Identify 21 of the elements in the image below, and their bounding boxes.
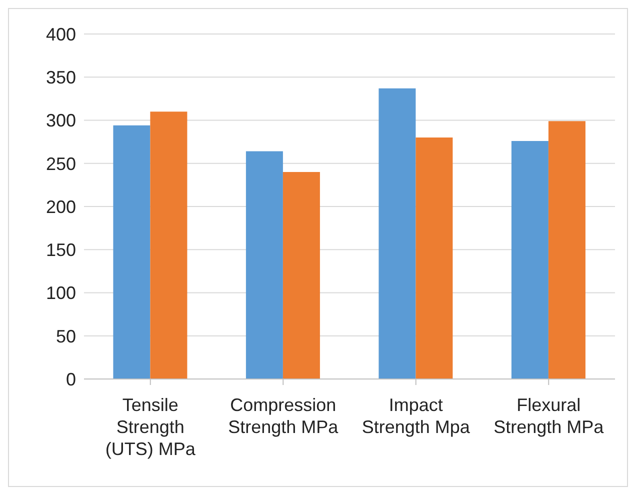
- x-tick-label: Compression Strength MPa: [228, 395, 340, 437]
- bar: [511, 140, 548, 379]
- x-tick-label: Flexural Strength MPa: [494, 395, 605, 437]
- bar: [282, 172, 320, 379]
- bar: [246, 151, 283, 379]
- y-tick-label: 250: [46, 154, 76, 174]
- y-tick-label: 50: [56, 326, 76, 346]
- y-tick-label: 400: [46, 24, 76, 44]
- bar: [548, 121, 586, 379]
- x-tick-label: Impact Strength Mpa: [362, 395, 471, 437]
- y-tick-label: 150: [46, 240, 76, 260]
- y-tick-label: 200: [46, 196, 76, 217]
- y-tick-label: 0: [66, 369, 76, 390]
- bar: [113, 125, 150, 379]
- bar: [150, 112, 188, 379]
- x-tick-label: Tensile Strength (UTS) MPa: [105, 395, 196, 459]
- y-tick-label: 300: [46, 110, 76, 131]
- y-tick-label: 100: [46, 283, 76, 304]
- y-tick-label: 350: [46, 68, 76, 88]
- bar: [378, 88, 416, 379]
- bar: [416, 138, 453, 379]
